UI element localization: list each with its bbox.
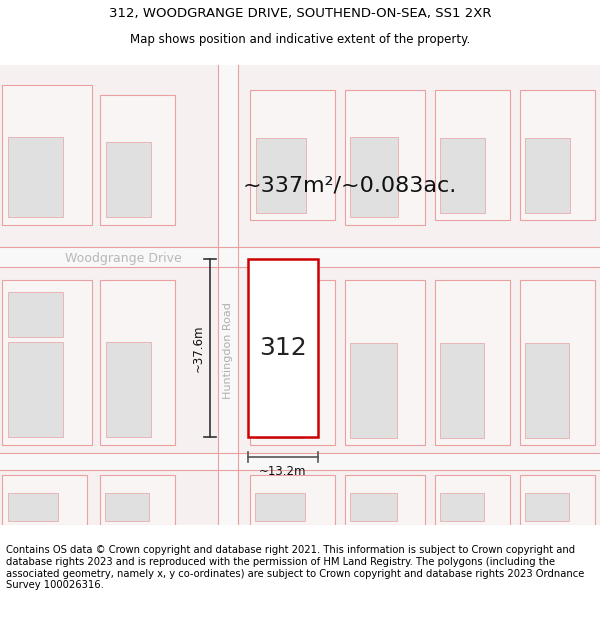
Bar <box>100 475 175 525</box>
Bar <box>218 65 238 525</box>
Text: Huntingdon Road: Huntingdon Road <box>223 302 233 399</box>
Text: Woodgrange Drive: Woodgrange Drive <box>65 252 182 265</box>
Bar <box>2 280 92 445</box>
Bar <box>350 138 398 218</box>
Bar <box>345 90 425 225</box>
Bar <box>250 90 335 220</box>
Bar <box>345 475 425 525</box>
Text: ~337m²/~0.083ac.: ~337m²/~0.083ac. <box>243 175 457 195</box>
Bar <box>250 280 335 445</box>
Bar <box>100 95 175 225</box>
Bar <box>8 342 63 437</box>
Bar <box>105 493 149 521</box>
Bar <box>255 400 303 438</box>
Text: 312, WOODGRANGE DRIVE, SOUTHEND-ON-SEA, SS1 2XR: 312, WOODGRANGE DRIVE, SOUTHEND-ON-SEA, … <box>109 8 491 21</box>
Text: Contains OS data © Crown copyright and database right 2021. This information is : Contains OS data © Crown copyright and d… <box>6 545 584 590</box>
Bar <box>440 138 485 213</box>
Bar <box>350 493 397 521</box>
Bar <box>8 292 63 338</box>
Text: Map shows position and indicative extent of the property.: Map shows position and indicative extent… <box>130 32 470 46</box>
Text: ~37.6m: ~37.6m <box>192 324 205 372</box>
Bar <box>345 280 425 445</box>
Bar <box>2 85 92 225</box>
Bar <box>435 280 510 445</box>
Bar <box>525 493 569 521</box>
Bar <box>106 142 151 218</box>
Bar <box>520 90 595 220</box>
Bar <box>0 453 600 470</box>
Bar <box>106 342 151 437</box>
Bar <box>525 343 569 438</box>
Text: 312: 312 <box>259 336 307 360</box>
Bar <box>435 475 510 525</box>
Bar <box>525 138 570 213</box>
Bar <box>2 475 87 525</box>
Bar <box>0 248 600 268</box>
Bar <box>8 493 58 521</box>
Bar <box>250 475 335 525</box>
Bar <box>8 138 63 218</box>
Bar <box>440 343 484 438</box>
Bar <box>435 90 510 220</box>
Bar <box>248 259 318 438</box>
Bar <box>440 493 484 521</box>
Bar <box>100 280 175 445</box>
Bar <box>350 343 397 438</box>
Text: ~13.2m: ~13.2m <box>259 465 307 478</box>
Bar <box>520 280 595 445</box>
Bar <box>256 138 306 213</box>
Bar <box>255 493 305 521</box>
Bar <box>520 475 595 525</box>
